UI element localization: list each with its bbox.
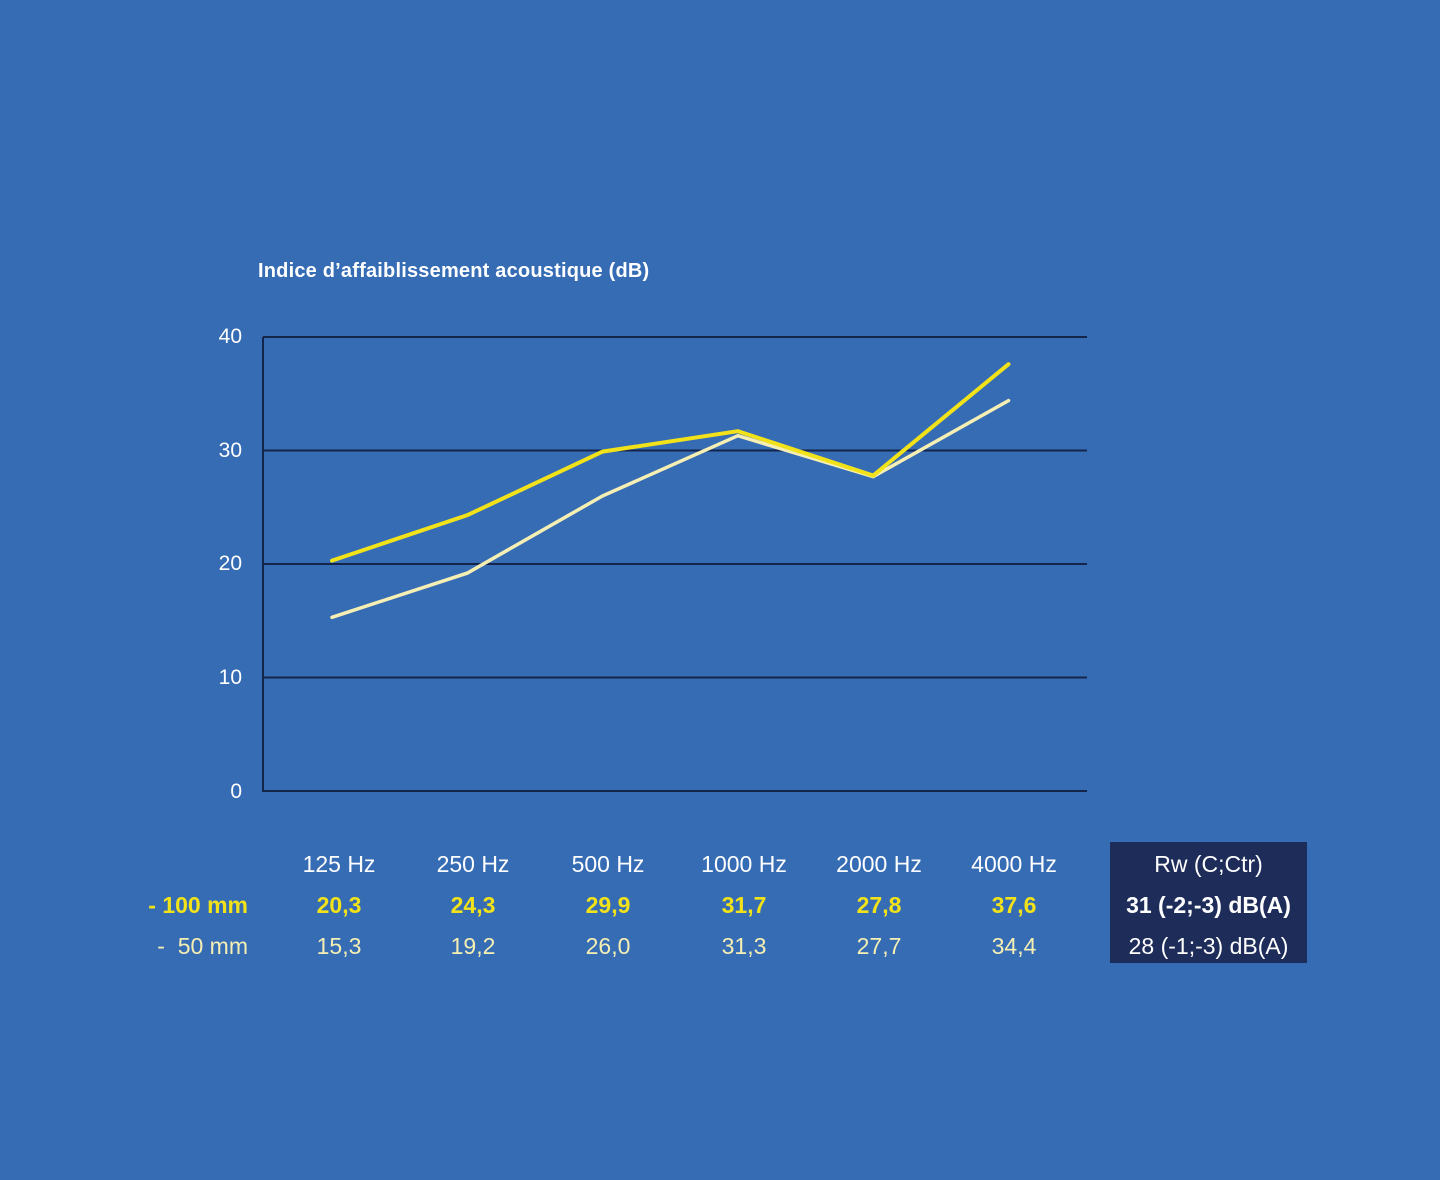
- x-tick-250hz: 250 Hz: [436, 851, 510, 877]
- data-label-50mm-500hz: 26,0: [585, 933, 631, 959]
- x-tick-2000hz: 2000 Hz: [836, 851, 922, 877]
- rw-summary-box: Rw (C;Ctr) 31 (-2;-3) dB(A) 28 (-1;-3) d…: [1110, 842, 1307, 963]
- data-label-100mm-4000hz: 37,6: [991, 892, 1037, 918]
- y-tick-40: 40: [218, 325, 242, 348]
- x-tick-125hz: 125 Hz: [302, 851, 376, 877]
- data-label-100mm-125hz: 20,3: [316, 892, 362, 918]
- series-line-100mm: [330, 362, 1011, 563]
- series-label-100mm: - 100 mm: [148, 892, 248, 918]
- data-label-50mm-4000hz: 34,4: [991, 933, 1037, 959]
- data-label-100mm-2000hz: 27,8: [856, 892, 902, 918]
- chart-title: Indice d’affaiblissement acoustique (dB): [258, 260, 650, 282]
- rw-value-100mm: 31 (-2;-3) dB(A): [1126, 892, 1291, 918]
- data-label-50mm-125hz: 15,3: [316, 933, 362, 959]
- x-tick-500hz: 500 Hz: [571, 851, 645, 877]
- rw-header: Rw (C;Ctr): [1154, 851, 1263, 877]
- data-label-50mm-250hz: 19,2: [450, 933, 496, 959]
- y-tick-30: 30: [218, 439, 242, 462]
- data-label-100mm-500hz: 29,9: [585, 892, 631, 918]
- data-label-50mm-1000hz: 31,3: [721, 933, 767, 959]
- series-label-50mm: - 50 mm: [157, 933, 248, 959]
- x-tick-1000hz: 1000 Hz: [701, 851, 787, 877]
- data-label-100mm-250hz: 24,3: [450, 892, 496, 918]
- y-tick-10: 10: [218, 666, 242, 689]
- series-line-50mm: [330, 398, 1011, 620]
- rw-value-50mm: 28 (-1;-3) dB(A): [1128, 933, 1289, 959]
- data-label-100mm-1000hz: 31,7: [721, 892, 767, 918]
- y-tick-0: 0: [230, 780, 242, 803]
- x-tick-4000hz: 4000 Hz: [971, 851, 1057, 877]
- data-label-50mm-2000hz: 27,7: [856, 933, 902, 959]
- y-tick-20: 20: [218, 552, 242, 575]
